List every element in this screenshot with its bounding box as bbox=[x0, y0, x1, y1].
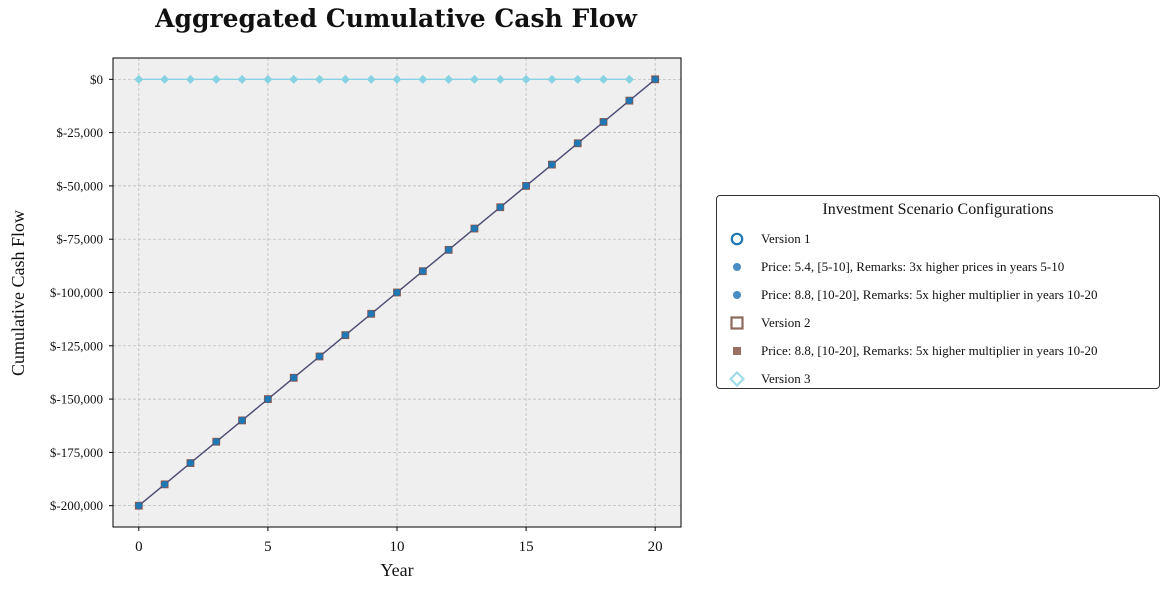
legend-marker-square bbox=[717, 342, 757, 360]
legend-label: Version 2 bbox=[761, 315, 811, 330]
data-point-version-3 bbox=[469, 74, 479, 84]
series-version-3 bbox=[134, 74, 634, 84]
data-point-version-3 bbox=[134, 74, 144, 84]
y-tick-label: $-75,000 bbox=[56, 232, 103, 247]
legend-marker-circle bbox=[717, 258, 757, 276]
y-tick-label: $-200,000 bbox=[50, 498, 103, 513]
data-point-version-1 bbox=[264, 395, 272, 403]
x-axis-label: Year bbox=[380, 560, 413, 580]
series-version-1 bbox=[135, 75, 659, 510]
data-point-version-3 bbox=[444, 74, 454, 84]
data-point-version-1 bbox=[548, 161, 556, 169]
x-tick-label: 10 bbox=[390, 539, 405, 555]
data-point-version-1 bbox=[186, 459, 194, 467]
data-point-version-1 bbox=[651, 75, 659, 83]
data-point-version-3 bbox=[521, 74, 531, 84]
data-point-version-1 bbox=[341, 331, 349, 339]
y-tick-label: $-100,000 bbox=[50, 285, 103, 300]
data-point-version-1 bbox=[522, 182, 530, 190]
y-axis-label: Cumulative Cash Flow bbox=[8, 210, 28, 376]
y-tick-label: $-125,000 bbox=[50, 338, 103, 353]
legend-item: Version 1 bbox=[717, 229, 810, 249]
legend-title: Investment Scenario Configurations bbox=[822, 201, 1054, 218]
legend-marker-diamond-open bbox=[717, 370, 757, 388]
y-tick-label: $-175,000 bbox=[50, 445, 103, 460]
data-point-version-3 bbox=[237, 74, 247, 84]
data-point-version-3 bbox=[263, 74, 273, 84]
y-tick-label: $-25,000 bbox=[56, 125, 103, 140]
data-point-version-1 bbox=[574, 139, 582, 147]
data-point-version-1 bbox=[445, 246, 453, 254]
data-point-version-1 bbox=[393, 289, 401, 296]
data-point-version-3 bbox=[366, 74, 376, 84]
data-point-version-3 bbox=[547, 74, 557, 84]
chart-title: Aggregated Cumulative Cash Flow bbox=[155, 4, 637, 33]
data-point-version-1 bbox=[161, 480, 169, 488]
data-point-version-3 bbox=[289, 74, 299, 84]
data-point-version-3 bbox=[160, 74, 170, 84]
legend-item: Price: 8.8, [10-20], Remarks: 5x higher … bbox=[717, 341, 1097, 361]
data-point-version-3 bbox=[315, 74, 325, 84]
data-point-version-3 bbox=[392, 74, 402, 84]
legend-label: Version 1 bbox=[761, 231, 811, 246]
legend-label: Version 3 bbox=[761, 371, 811, 386]
data-point-version-1 bbox=[135, 502, 143, 510]
data-point-version-3 bbox=[573, 74, 583, 84]
data-point-version-3 bbox=[418, 74, 428, 84]
y-tick-label: $-50,000 bbox=[56, 178, 103, 193]
legend-label: Price: 8.8, [10-20], Remarks: 5x higher … bbox=[761, 287, 1098, 302]
x-tick-label: 20 bbox=[648, 539, 663, 555]
legend-label: Price: 5.4, [5-10], Remarks: 3x higher p… bbox=[761, 259, 1065, 274]
tick-layer: 0 5 10 15 20 $0 $-25,000 $-50,000 $-75,000 $-100,… bbox=[50, 72, 663, 555]
y-tick-label: $0 bbox=[90, 72, 103, 87]
data-point-version-1 bbox=[600, 118, 608, 126]
x-tick-label: 0 bbox=[135, 539, 143, 555]
grid-lines bbox=[113, 58, 681, 527]
data-point-version-1 bbox=[212, 438, 220, 446]
data-point-version-1 bbox=[290, 374, 298, 382]
data-point-version-3 bbox=[185, 74, 195, 84]
x-tick-label: 15 bbox=[519, 539, 534, 555]
data-point-version-3 bbox=[495, 74, 505, 84]
legend-label: Price: 8.8, [10-20], Remarks: 5x higher … bbox=[761, 343, 1098, 358]
data-point-version-1 bbox=[625, 97, 633, 105]
data-point-version-1 bbox=[496, 203, 504, 211]
data-point-version-1 bbox=[470, 225, 478, 233]
legend-item: Version 3 bbox=[717, 369, 810, 389]
data-point-version-3 bbox=[624, 74, 634, 84]
data-point-version-1 bbox=[419, 267, 427, 275]
legend-item: Price: 5.4, [5-10], Remarks: 3x higher p… bbox=[717, 257, 1064, 277]
legend-item: Price: 8.8, [10-20], Remarks: 5x higher … bbox=[717, 285, 1097, 305]
legend-marker-circle-open bbox=[717, 230, 757, 248]
legend-marker-circle bbox=[717, 286, 757, 304]
series-layer bbox=[134, 74, 660, 510]
data-point-version-3 bbox=[211, 74, 221, 84]
data-point-version-3 bbox=[599, 74, 609, 84]
legend-item: Version 2 bbox=[717, 313, 810, 333]
data-point-version-1 bbox=[316, 352, 324, 360]
data-point-version-1 bbox=[367, 310, 375, 318]
data-point-version-1 bbox=[238, 416, 246, 424]
legend: Investment Scenario Configurations Versi… bbox=[716, 195, 1160, 389]
data-point-version-3 bbox=[340, 74, 350, 84]
x-tick-label: 5 bbox=[264, 539, 272, 555]
legend-marker-square-open bbox=[717, 314, 757, 332]
y-tick-label: $-150,000 bbox=[50, 392, 103, 407]
